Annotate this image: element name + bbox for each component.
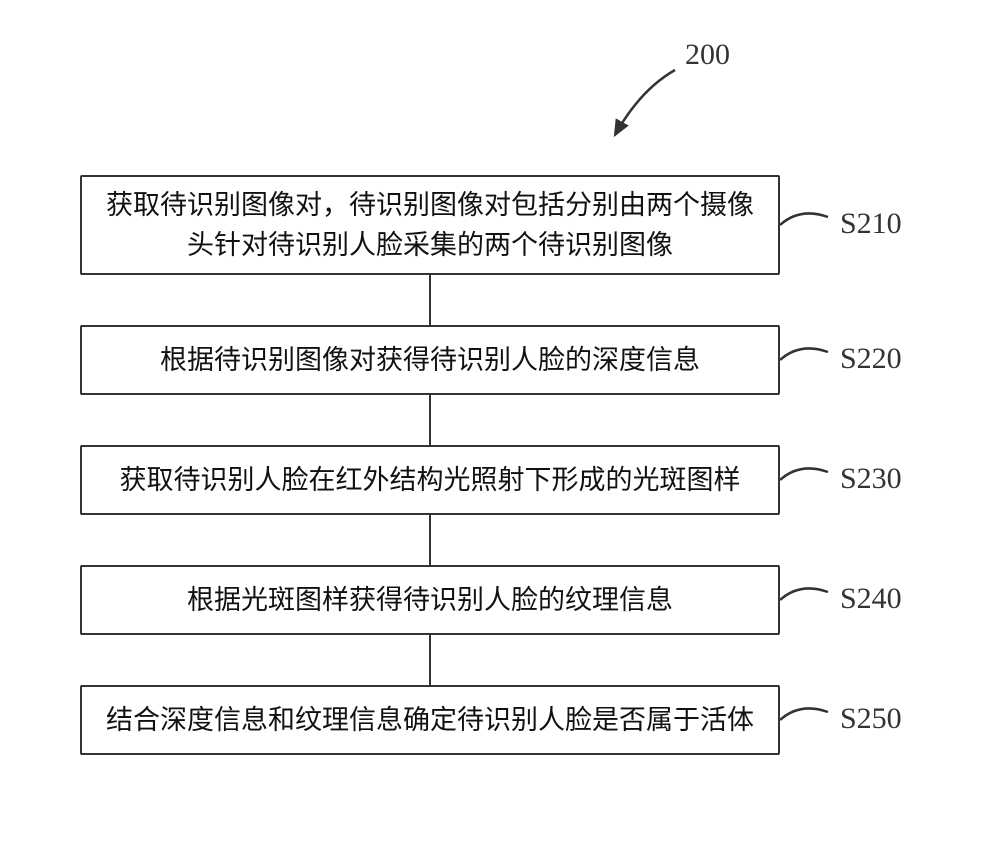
flow-step-text: 根据待识别图像对获得待识别人脸的深度信息 bbox=[160, 340, 700, 381]
flow-step-id: S240 bbox=[840, 582, 902, 616]
leader-curve-icon bbox=[780, 340, 840, 380]
flow-step-text: 根据光斑图样获得待识别人脸的纹理信息 bbox=[187, 580, 673, 621]
flow-step-box: 结合深度信息和纹理信息确定待识别人脸是否属于活体 bbox=[80, 685, 780, 755]
flow-connector bbox=[429, 395, 432, 445]
ref-arrow-icon bbox=[580, 50, 700, 170]
flow-step-text: 获取待识别图像对，待识别图像对包括分别由两个摄像头针对待识别人脸采集的两个待识别… bbox=[102, 185, 758, 266]
flow-step-box: 根据光斑图样获得待识别人脸的纹理信息 bbox=[80, 565, 780, 635]
leader-curve-icon bbox=[780, 580, 840, 620]
leader-curve-icon bbox=[780, 700, 840, 740]
flow-step-id: S250 bbox=[840, 702, 902, 736]
flow-step-box: 获取待识别图像对，待识别图像对包括分别由两个摄像头针对待识别人脸采集的两个待识别… bbox=[80, 175, 780, 275]
flow-connector bbox=[429, 515, 432, 565]
flow-step-id: S220 bbox=[840, 342, 902, 376]
leader-curve-icon bbox=[780, 205, 840, 245]
flow-connector bbox=[429, 635, 432, 685]
flow-step-id: S230 bbox=[840, 462, 902, 496]
flow-step-box: 根据待识别图像对获得待识别人脸的深度信息 bbox=[80, 325, 780, 395]
flow-step-text: 结合深度信息和纹理信息确定待识别人脸是否属于活体 bbox=[106, 700, 754, 741]
flow-step-box: 获取待识别人脸在红外结构光照射下形成的光斑图样 bbox=[80, 445, 780, 515]
flow-step-text: 获取待识别人脸在红外结构光照射下形成的光斑图样 bbox=[120, 460, 741, 501]
leader-curve-icon bbox=[780, 460, 840, 500]
flow-connector bbox=[429, 275, 432, 325]
flow-step-id: S210 bbox=[840, 207, 902, 241]
